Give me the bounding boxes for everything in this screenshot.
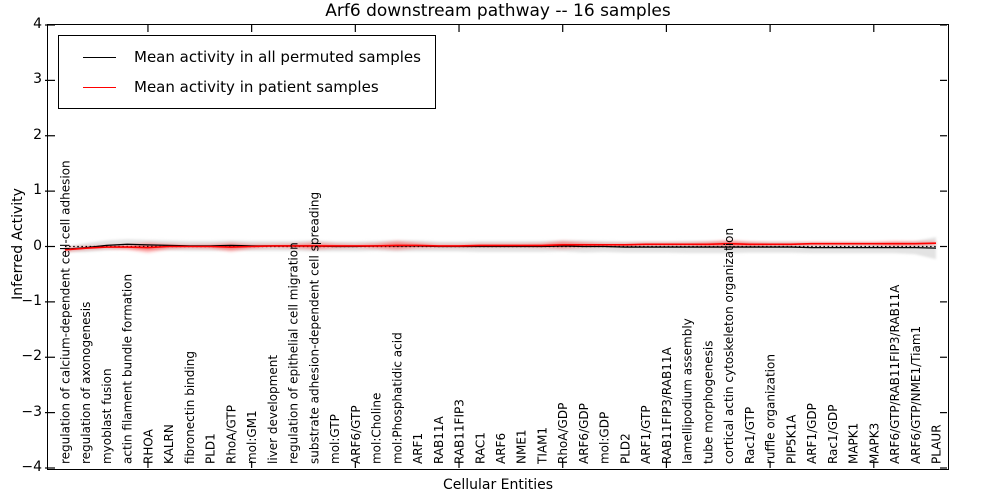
x-tick-label: NME1 [515,429,529,464]
chart-title: Arf6 downstream pathway -- 16 samples [325,1,671,21]
axis-ticks [45,24,947,469]
x-tick-label: regulation of epithelial cell migration [287,242,301,464]
legend: Mean activity in all permuted samples Me… [58,35,436,109]
x-tick-label: RAB11FIP3/RAB11A [660,347,674,464]
plot-area: regulation of calcium-dependent cell-cel… [45,24,949,470]
legend-row-permuted: Mean activity in all permuted samples [71,42,421,72]
x-tick-label: PLD2 [618,433,632,464]
x-tick-label: ARF6/GDP [577,403,591,464]
legend-line-permuted-icon [83,56,116,58]
x-tick-label: mol:Phosphatidic acid [390,332,404,464]
x-tick-labels: regulation of calcium-dependent cell-cel… [59,160,944,465]
x-tick-label: KALRN [162,424,176,464]
y-tick-label: −1 [21,292,42,309]
x-tick-label: ARF1/GTP [639,405,653,464]
x-tick-label: ARF1/GDP [805,403,819,464]
y-tick-label: 2 [33,126,42,143]
x-tick-label: MAPK3 [867,423,881,464]
x-tick-label: regulation of calcium-dependent cell-cel… [59,160,73,464]
x-tick-label: Rac1/GTP [743,407,757,464]
x-tick-label: myoblast fusion [100,368,114,464]
x-tick-label: ARF6/GTP [349,405,363,464]
y-tick-label: 1 [33,182,42,199]
x-tick-label: fibronectin binding [183,351,197,464]
x-tick-label: ARF6 [494,433,508,464]
x-tick-label: mol:Choline [370,393,384,464]
legend-label-permuted: Mean activity in all permuted samples [134,48,421,66]
x-tick-label: liver development [266,355,280,464]
y-tick-label: 4 [33,16,42,32]
x-tick-label: Rac1/GDP [826,405,840,464]
plot-canvas: regulation of calcium-dependent cell-cel… [45,24,947,469]
y-tick-label: −4 [21,459,42,475]
mean-lines [64,242,937,251]
x-tick-label: RAB11A [432,415,446,464]
x-tick-label: RhoA/GTP [224,405,238,464]
x-tick-label: mol:GTP [328,414,342,464]
x-tick-label: MAPK1 [847,423,861,464]
x-tick-label: substrate adhesion-dependent cell spread… [307,192,321,464]
x-tick-label: PLAUR [930,424,944,464]
x-tick-label: PIP5K1A [784,414,798,464]
legend-label-patient: Mean activity in patient samples [134,78,379,96]
x-tick-label: RAB11FIP3 [453,399,467,464]
x-tick-label: PLD1 [204,433,218,464]
x-tick-label: lamellipodium assembly [681,318,695,464]
x-tick-label: RAC1 [473,432,487,464]
x-tick-label: ARF6/GTP/RAB11FIP3/RAB11A [888,284,902,464]
x-tick-label: mol:GDP [598,412,612,464]
x-axis-label: Cellular Entities [442,477,554,493]
x-tick-label: mol:GM1 [245,410,259,464]
x-tick-label: ARF6/GTP/NME1/Tiam1 [909,326,923,464]
x-tick-label: TIAM1 [535,427,549,465]
permuted-std-band [65,237,936,260]
legend-line-patient-icon [83,86,116,88]
y-tick-label: −2 [21,348,42,365]
x-tick-label: regulation of axonogenesis [79,302,93,464]
legend-row-patient: Mean activity in patient samples [71,72,421,102]
x-tick-label: RHOA [141,428,155,464]
y-tick-label: 0 [33,237,42,254]
y-tick-label: 3 [33,71,42,88]
x-tick-label: cortical actin cytoskeleton organization [722,228,736,464]
x-tick-label: RhoA/GDP [556,403,570,464]
x-tick-label: ARF1 [411,433,425,464]
x-tick-label: tube morphogenesis [701,341,715,464]
patient-mean-line [64,242,937,251]
x-tick-label: ruffle organization [764,354,778,464]
x-tick-label: actin filament bundle formation [121,274,135,464]
y-tick-label: −3 [21,403,42,420]
std-bands [65,237,936,260]
